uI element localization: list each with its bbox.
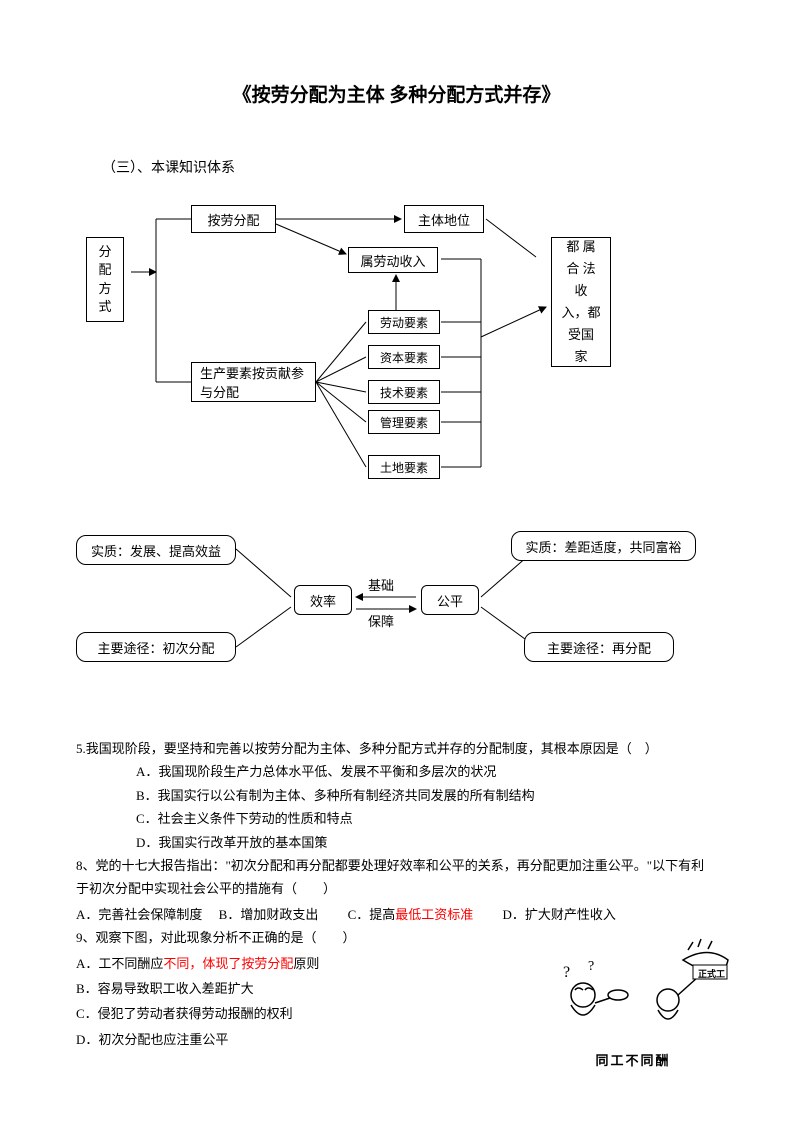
- d1-e4: 管理要素: [368, 410, 440, 434]
- d1-e2: 资本要素: [368, 345, 440, 369]
- d1-e1: 劳动要素: [368, 310, 440, 334]
- q5-a: A．我国现阶段生产力总体水平低、发展不平衡和多层次的状况: [76, 760, 717, 783]
- q9-caption: 同工不同酬: [533, 1050, 733, 1069]
- d1-n1: 按劳分配: [191, 205, 276, 233]
- q5-d: D．我国实行改革开放的基本国策: [76, 831, 717, 854]
- d2-r1: 实质：差距适度，共同富裕: [511, 531, 696, 561]
- q9-a-red: 不同，体现了按劳分配: [163, 956, 293, 971]
- d1-n3: 主体地位: [404, 205, 484, 233]
- knowledge-diagram-2: 实质：发展、提高效益 主要途径：初次分配 效率 公平 基础 保障 实质：差距适度…: [76, 527, 696, 687]
- q5-stem: 5.我国现阶段，要坚持和完善以按劳分配为主体、多种分配方式并存的分配制度，其根本…: [76, 737, 717, 760]
- svg-text:?: ?: [563, 964, 570, 981]
- cartoon-icon: ? ?: [533, 935, 733, 1045]
- q9-a-pre: A．工不同酬应: [76, 956, 163, 971]
- d2-l1: 实质：发展、提高效益: [76, 535, 236, 565]
- d2-c2: 公平: [421, 585, 479, 615]
- d1-right: 都 属合 法收 入，都 受国 家: [551, 237, 611, 367]
- d2-mid2: 保障: [368, 611, 394, 630]
- q9-image: ? ? 正式工 同工不同酬: [533, 935, 733, 1065]
- diagram1-lines: [86, 197, 706, 487]
- d2-r2: 主要途径：再分配: [524, 632, 674, 662]
- d2-l2: 主要途径：初次分配: [76, 632, 236, 662]
- d1-e3: 技术要素: [368, 380, 440, 404]
- q9-img-label: 正式工: [698, 967, 725, 980]
- q8-a: A．完善社会保障制度: [76, 907, 202, 922]
- q8-c-red: 最低工资标准: [395, 907, 473, 922]
- q8-b: B．增加财政支出: [219, 907, 319, 922]
- q5-b: B．我国实行以公有制为主体、多种所有制经济共同发展的所有制结构: [76, 784, 717, 807]
- knowledge-diagram-1: 分配方式 按劳分配 生产要素按贡献参与分配 主体地位 属劳动收入 劳动要素 资本…: [86, 197, 706, 487]
- d1-n2: 生产要素按贡献参与分配: [191, 362, 316, 402]
- d2-c1: 效率: [294, 585, 352, 615]
- d1-e5: 土地要素: [368, 455, 440, 479]
- question-8: 8、党的十七大报告指出："初次分配和再分配都要处理好效率和公平的关系，再分配更加…: [76, 854, 717, 926]
- q8-stem: 8、党的十七大报告指出："初次分配和再分配都要处理好效率和公平的关系，再分配更加…: [76, 854, 717, 901]
- d1-root: 分配方式: [86, 237, 124, 322]
- svg-text:?: ?: [588, 959, 594, 974]
- q8-d: D．扩大财产性收入: [503, 907, 616, 922]
- d1-n4: 属劳动收入: [348, 247, 438, 273]
- section-subtitle: （三）、本课知识体系: [102, 157, 717, 177]
- question-5: 5.我国现阶段，要坚持和完善以按劳分配为主体、多种分配方式并存的分配制度，其根本…: [76, 737, 717, 854]
- q8-options: A．完善社会保障制度 B．增加财政支出 C．提高最低工资标准 D．扩大财产性收入: [76, 903, 717, 926]
- q9-a-post: 原则: [293, 956, 319, 971]
- q5-c: C．社会主义条件下劳动的性质和特点: [76, 807, 717, 830]
- q8-c-pre: C．提高: [348, 907, 396, 922]
- d2-mid1: 基础: [368, 575, 394, 594]
- page-title: 《按劳分配为主体 多种分配方式并存》: [76, 80, 717, 107]
